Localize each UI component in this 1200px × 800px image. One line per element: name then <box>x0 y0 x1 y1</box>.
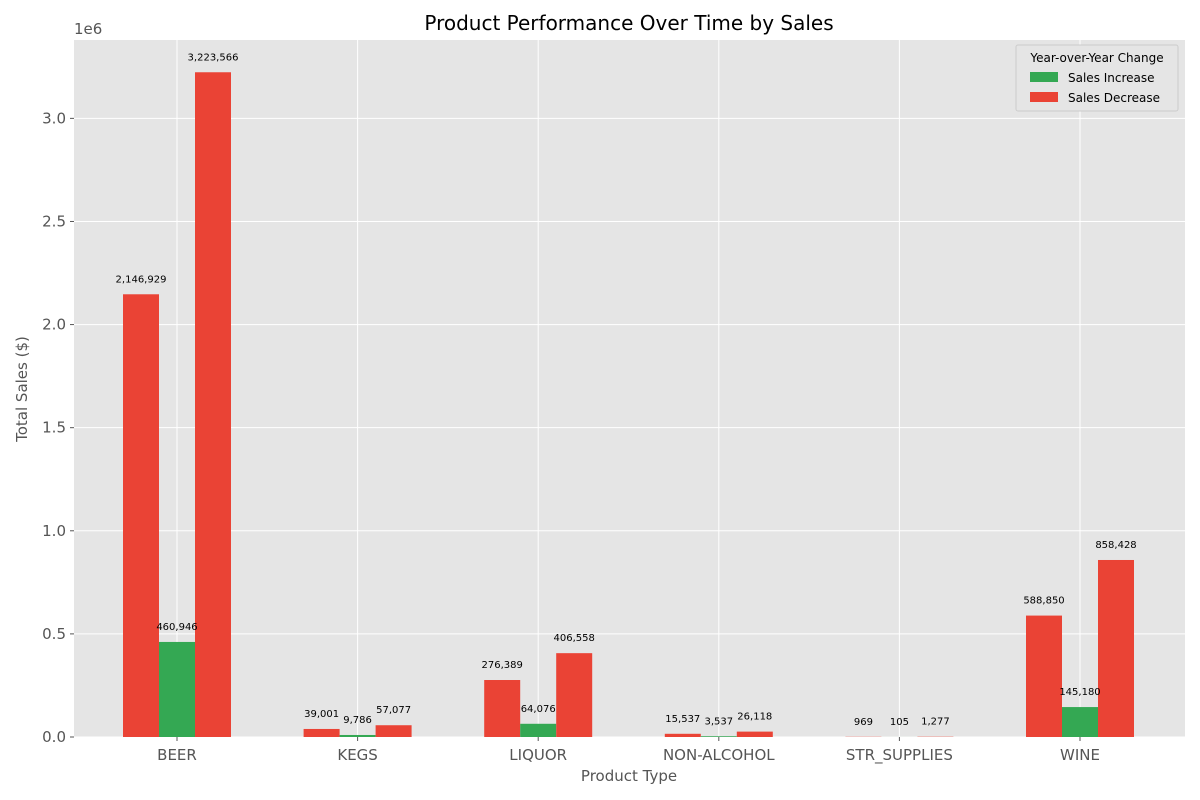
data-label: 460,946 <box>156 622 197 633</box>
x-axis-label: Product Type <box>581 767 677 785</box>
bar-non-alcohol-0 <box>665 734 701 737</box>
legend-title: Year-over-Year Change <box>1029 51 1163 65</box>
y-tick-label: 2.5 <box>42 212 66 230</box>
data-label: 858,428 <box>1095 540 1136 551</box>
x-axis-ticks: BEER KEGS LIQUOR NON-ALCOHOL STR_SUPPLIES WIN… <box>157 737 1100 765</box>
x-tick-label: WINE <box>1060 746 1100 764</box>
legend-swatch-decrease <box>1030 92 1058 102</box>
bar-liquor-2 <box>556 653 592 737</box>
bar-kegs-0 <box>304 729 340 737</box>
y-axis-offset-label: 1e6 <box>74 20 102 38</box>
bar-liquor-1 <box>520 724 556 737</box>
data-label: 2,146,929 <box>116 274 167 285</box>
bar-kegs-1 <box>340 735 376 737</box>
legend-swatch-increase <box>1030 72 1058 82</box>
bar-kegs-2 <box>376 725 412 737</box>
bar-wine-0 <box>1026 616 1062 737</box>
data-label: 105 <box>890 717 909 728</box>
x-tick-label: LIQUOR <box>509 746 567 764</box>
y-tick-label: 0.0 <box>42 728 66 746</box>
bar-beer-0 <box>123 294 159 737</box>
x-tick-label: NON-ALCOHOL <box>663 746 775 764</box>
y-tick-label: 1.5 <box>42 419 66 437</box>
data-label: 39,001 <box>304 709 339 720</box>
data-label: 64,076 <box>521 704 556 715</box>
data-label: 588,850 <box>1023 596 1064 607</box>
data-label: 145,180 <box>1059 687 1100 698</box>
y-axis-ticks: 0.0 0.5 1.0 1.5 2.0 2.5 3.0 <box>42 109 74 746</box>
data-label: 276,389 <box>482 660 523 671</box>
chart-title: Product Performance Over Time by Sales <box>424 11 833 35</box>
data-label: 406,558 <box>554 633 595 644</box>
data-label: 3,223,566 <box>188 52 239 63</box>
legend: Year-over-Year Change Sales Increase Sal… <box>1016 45 1178 111</box>
plot-area <box>74 40 1185 737</box>
legend-label-increase: Sales Increase <box>1068 71 1155 85</box>
bar-beer-1 <box>159 642 195 737</box>
data-label: 3,537 <box>704 716 733 727</box>
x-tick-label: BEER <box>157 746 197 764</box>
y-tick-label: 1.0 <box>42 522 66 540</box>
data-label: 26,118 <box>737 712 772 723</box>
x-tick-label: KEGS <box>337 746 377 764</box>
data-label: 9,786 <box>343 715 372 726</box>
bar-wine-2 <box>1098 560 1134 737</box>
y-tick-label: 2.0 <box>42 316 66 334</box>
bar-wine-1 <box>1062 707 1098 737</box>
data-label: 969 <box>854 717 873 728</box>
data-label: 1,277 <box>921 717 950 728</box>
x-tick-label: STR_SUPPLIES <box>846 746 953 765</box>
y-axis-label: Total Sales ($) <box>13 336 31 443</box>
data-label: 57,077 <box>376 705 411 716</box>
legend-label-decrease: Sales Decrease <box>1068 91 1160 105</box>
bar-non-alcohol-2 <box>737 732 773 737</box>
y-tick-label: 3.0 <box>42 109 66 127</box>
bar-non-alcohol-1 <box>701 736 737 737</box>
bar-liquor-0 <box>484 680 520 737</box>
bar-beer-2 <box>195 72 231 737</box>
data-label: 15,537 <box>665 714 700 725</box>
y-tick-label: 0.5 <box>42 625 66 643</box>
